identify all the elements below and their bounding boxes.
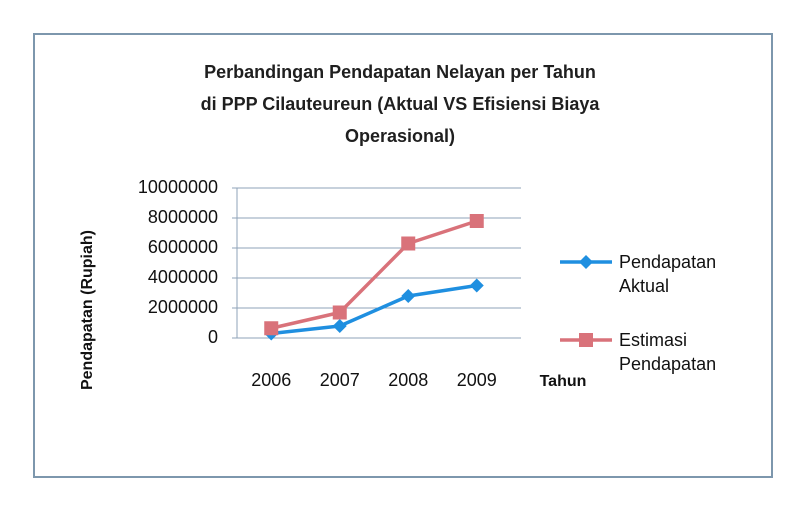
x-tick-label: 2008 — [388, 370, 428, 390]
x-tick-label: 2006 — [251, 370, 291, 390]
point — [579, 333, 593, 347]
series-line — [271, 283, 478, 336]
point — [401, 236, 416, 251]
y-tick-label: 4000000 — [148, 267, 218, 287]
chart-title: Operasional) — [345, 126, 455, 146]
x-tick-label: 2007 — [320, 370, 360, 390]
chart-title: Perbandingan Pendapatan Nelayan per Tahu… — [204, 62, 596, 82]
chart-frame — [33, 33, 773, 478]
y-tick-label: 10000000 — [138, 177, 218, 197]
point — [332, 305, 347, 320]
y-axis-label: Pendapatan (Rupiah) — [79, 230, 96, 390]
legend-label: Estimasi Pendapatan — [619, 330, 717, 374]
y-tick-label: 8000000 — [148, 207, 218, 227]
point — [264, 321, 279, 336]
point — [332, 319, 347, 333]
x-axis-label: Tahun — [540, 373, 587, 390]
y-tick-label: 6000000 — [148, 237, 218, 257]
point — [579, 255, 593, 269]
point — [401, 289, 416, 303]
y-tick-label: 2000000 — [148, 297, 218, 317]
x-tick-label: 2009 — [457, 370, 497, 390]
series-line — [270, 219, 478, 330]
point — [469, 214, 484, 228]
y-tick-label: 0 — [208, 327, 218, 347]
legend-label: Pendapatan Aktual — [619, 252, 717, 296]
chart-title: di PPP Cilauteureun (Aktual VS Efisiensi… — [201, 94, 601, 114]
point — [469, 278, 484, 293]
